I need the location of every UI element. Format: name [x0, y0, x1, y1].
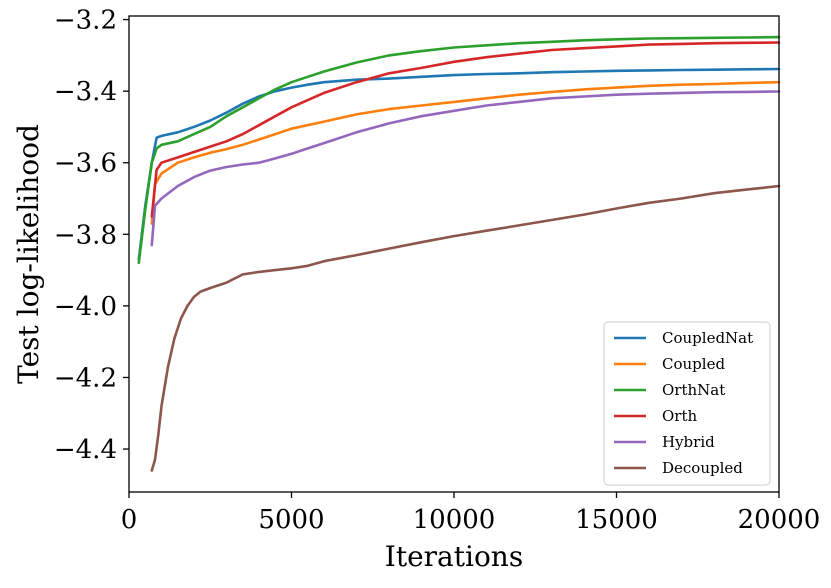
legend-label-hybrid: Hybrid: [662, 433, 715, 451]
series-line-decoupled: [150, 184, 781, 472]
series-line-hybrid: [150, 90, 781, 247]
legend-label-orth: Orth: [662, 407, 697, 425]
y-tick-label: −4.2: [54, 363, 117, 393]
y-tick-label: −4.4: [54, 435, 117, 465]
x-tick-label: 15000: [575, 505, 658, 535]
legend-label-coupled: Coupled: [662, 355, 725, 373]
y-tick-label: −3.6: [54, 149, 117, 179]
legend-label-couplednat: CoupledNat: [662, 329, 753, 347]
y-tick-label: −3.2: [54, 6, 117, 36]
y-tick-label: −3.4: [54, 77, 117, 107]
x-axis: 0 5000 10000 15000 20000: [121, 492, 821, 535]
y-tick-label: −4.0: [54, 292, 117, 322]
y-tick-label: −3.8: [54, 220, 117, 250]
legend-label-orthnat: OrthNat: [662, 381, 725, 399]
series-line-orth: [150, 41, 781, 218]
x-tick-label: 0: [121, 505, 138, 535]
x-tick-label: 5000: [258, 505, 324, 535]
x-axis-label: Iterations: [385, 540, 523, 573]
series-layer: [137, 35, 781, 472]
series-line-couplednat: [137, 67, 781, 261]
y-axis-label: Test log-likelihood: [12, 124, 45, 384]
x-tick-label: 10000: [413, 505, 496, 535]
x-tick-label: 20000: [738, 505, 821, 535]
legend: CoupledNat Coupled OrthNat Orth Hybrid Decoup…: [603, 321, 771, 486]
series-line-orthnat: [137, 35, 781, 265]
y-axis: −3.2 −3.4 −3.6 −3.8 −4.0 −4.2 −4.4: [54, 6, 129, 465]
series-line-coupled: [150, 80, 781, 225]
legend-label-decoupled: Decoupled: [662, 459, 743, 477]
